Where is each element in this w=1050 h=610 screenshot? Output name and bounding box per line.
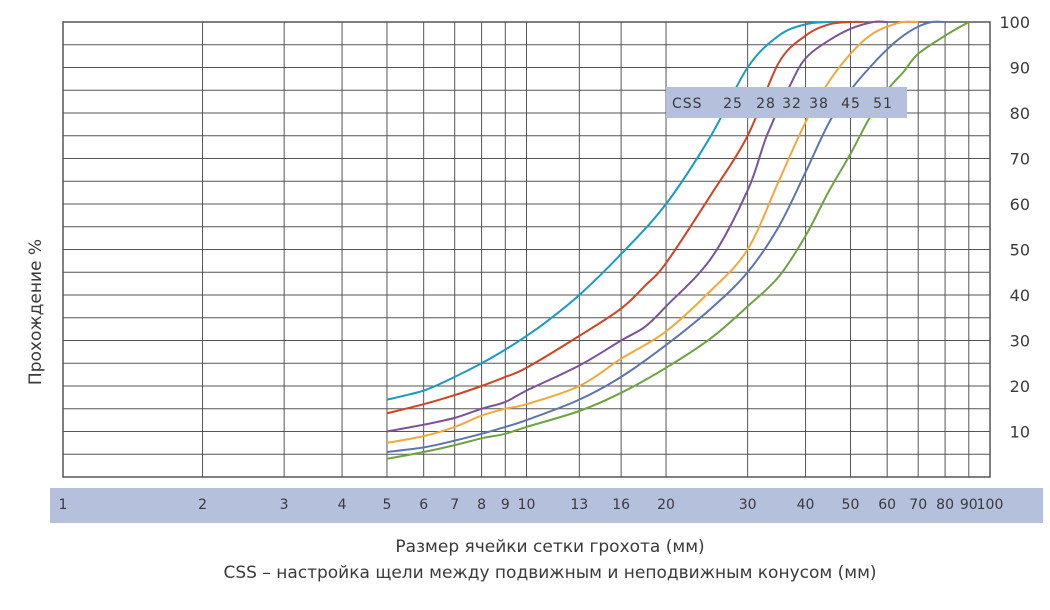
- x-tick-label: 8: [477, 497, 486, 513]
- x-tick-label: 90: [960, 497, 978, 513]
- x-tick-label: 5: [383, 497, 392, 513]
- x-tick-label: 9: [501, 497, 510, 513]
- legend-box: [666, 87, 907, 118]
- legend-item-51: 51: [873, 96, 893, 112]
- series-line-css-38: [386, 20, 919, 444]
- series-line-css-32: [386, 20, 888, 433]
- x-tick-label: 60: [878, 497, 896, 513]
- y-tick-label: 90: [1010, 59, 1030, 78]
- y-tick-label: 50: [1010, 241, 1030, 260]
- x-axis-band: [50, 488, 1043, 523]
- x-tick-label: 30: [739, 497, 757, 513]
- legend-item-28: 28: [756, 96, 776, 112]
- x-tick-label: 13: [570, 497, 588, 513]
- x-tick-label: 2: [198, 497, 207, 513]
- y-tick-label: 100: [999, 13, 1030, 32]
- legend-item-38: 38: [809, 96, 829, 112]
- y-tick-label: 80: [1010, 104, 1030, 123]
- x-tick-label: 1: [59, 497, 68, 513]
- x-tick-label: 16: [612, 497, 630, 513]
- y-tick-label: 70: [1010, 150, 1030, 169]
- legend-item-32: 32: [782, 96, 802, 112]
- y-tick-labels: 10 20 30 40 50 60 70 80 90 100: [999, 13, 1030, 442]
- y-tick-label: 40: [1010, 286, 1030, 305]
- y-tick-label: 10: [1010, 423, 1030, 442]
- x-tick-label: 70: [909, 497, 927, 513]
- x-tick-label: 50: [842, 497, 860, 513]
- x-axis-label: Размер ячейки сетки грохота (мм): [395, 537, 705, 557]
- css-caption: CSS – настройка щели между подвижным и н…: [223, 563, 877, 583]
- legend-item-45: 45: [841, 96, 861, 112]
- series-line-css-45: [386, 20, 946, 453]
- x-tick-label: 3: [280, 497, 289, 513]
- series-lines: [386, 20, 970, 460]
- x-tick-label: 4: [338, 497, 347, 513]
- x-tick-label: 100: [977, 497, 1004, 513]
- x-tick-label: 20: [657, 497, 675, 513]
- legend-title: CSS: [672, 96, 703, 112]
- legend-items: 25 28 32 38 45 51: [723, 96, 893, 112]
- x-tick-label: 10: [518, 497, 536, 513]
- y-tick-label: 20: [1010, 377, 1030, 396]
- series-line-css-25: [386, 20, 851, 401]
- y-axis-label: Прохождение %: [26, 239, 46, 385]
- vertical-grid: [202, 22, 970, 477]
- x-tick-label: 40: [797, 497, 815, 513]
- legend: CSS 25 28 32 38 45 51: [666, 87, 907, 118]
- y-tick-label: 30: [1010, 332, 1030, 351]
- y-tick-label: 60: [1010, 195, 1030, 214]
- legend-item-25: 25: [723, 96, 743, 112]
- x-tick-label: 6: [419, 497, 428, 513]
- x-tick-label: 7: [450, 497, 459, 513]
- x-tick-label: 80: [936, 497, 954, 513]
- series-line-css-28: [386, 20, 863, 415]
- series-line-css-51: [386, 21, 970, 460]
